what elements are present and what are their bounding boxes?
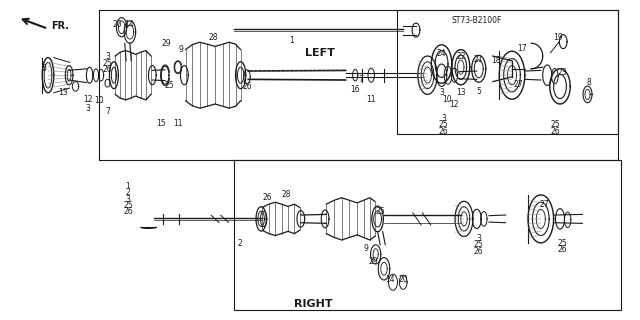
Text: 1: 1 bbox=[125, 182, 131, 191]
Text: 25: 25 bbox=[376, 207, 386, 216]
Text: 25: 25 bbox=[557, 239, 567, 248]
Text: 26: 26 bbox=[557, 245, 567, 254]
Text: 28: 28 bbox=[282, 190, 291, 199]
Text: 3: 3 bbox=[105, 52, 110, 61]
Text: 8: 8 bbox=[586, 78, 591, 87]
Text: 25: 25 bbox=[102, 59, 113, 68]
Text: 10: 10 bbox=[94, 96, 104, 105]
Text: 9: 9 bbox=[364, 244, 369, 253]
Text: 26: 26 bbox=[262, 193, 273, 202]
Text: 29: 29 bbox=[368, 257, 378, 266]
Text: FR.: FR. bbox=[51, 21, 69, 31]
Text: ST73-B2100F: ST73-B2100F bbox=[452, 16, 502, 25]
Text: 26: 26 bbox=[438, 127, 449, 136]
Text: 9: 9 bbox=[178, 45, 183, 54]
Text: LEFT: LEFT bbox=[305, 48, 335, 58]
Text: RIGHT: RIGHT bbox=[294, 299, 333, 309]
Text: 13: 13 bbox=[456, 88, 466, 97]
Text: 6: 6 bbox=[41, 64, 46, 73]
Text: 26: 26 bbox=[474, 247, 484, 256]
Text: 25: 25 bbox=[550, 120, 561, 129]
Text: 2: 2 bbox=[237, 239, 243, 248]
Text: 23: 23 bbox=[557, 68, 567, 76]
Text: 27: 27 bbox=[539, 200, 549, 209]
Text: 1: 1 bbox=[289, 36, 294, 45]
Text: 28: 28 bbox=[209, 33, 218, 42]
Text: 18: 18 bbox=[492, 56, 500, 65]
Text: 7: 7 bbox=[358, 75, 363, 84]
Text: 12: 12 bbox=[83, 95, 92, 104]
Text: 5: 5 bbox=[476, 87, 481, 96]
Text: 17: 17 bbox=[516, 44, 527, 52]
Text: 24: 24 bbox=[436, 49, 447, 58]
Text: 26: 26 bbox=[550, 127, 561, 136]
Text: 10: 10 bbox=[442, 95, 452, 104]
Text: 13: 13 bbox=[58, 88, 68, 97]
Text: 26: 26 bbox=[243, 82, 253, 91]
Text: 26: 26 bbox=[123, 207, 133, 216]
Text: 3: 3 bbox=[476, 234, 481, 243]
Text: 20: 20 bbox=[398, 275, 408, 284]
Text: 11: 11 bbox=[173, 119, 182, 128]
Text: 15: 15 bbox=[156, 119, 166, 128]
Text: 3: 3 bbox=[85, 104, 90, 113]
Text: 7: 7 bbox=[105, 107, 110, 116]
Text: 20: 20 bbox=[112, 20, 122, 28]
Text: 14: 14 bbox=[124, 20, 134, 28]
Text: 26: 26 bbox=[102, 65, 113, 74]
Text: 25: 25 bbox=[474, 240, 484, 249]
Text: 2: 2 bbox=[125, 188, 131, 197]
Text: 3: 3 bbox=[439, 88, 444, 97]
Text: 3: 3 bbox=[441, 114, 446, 123]
Text: 27: 27 bbox=[513, 80, 524, 89]
Text: 16: 16 bbox=[349, 85, 360, 94]
Text: 21: 21 bbox=[474, 55, 483, 64]
Text: 19: 19 bbox=[553, 33, 563, 42]
Text: 29: 29 bbox=[161, 39, 172, 48]
Text: 11: 11 bbox=[367, 95, 376, 104]
Text: 14: 14 bbox=[385, 275, 396, 284]
Text: 25: 25 bbox=[123, 201, 133, 210]
Text: 12: 12 bbox=[450, 100, 459, 108]
Text: 25: 25 bbox=[438, 120, 449, 129]
Text: 25: 25 bbox=[164, 81, 175, 90]
Text: 3: 3 bbox=[125, 195, 131, 204]
Text: 22: 22 bbox=[456, 52, 465, 61]
